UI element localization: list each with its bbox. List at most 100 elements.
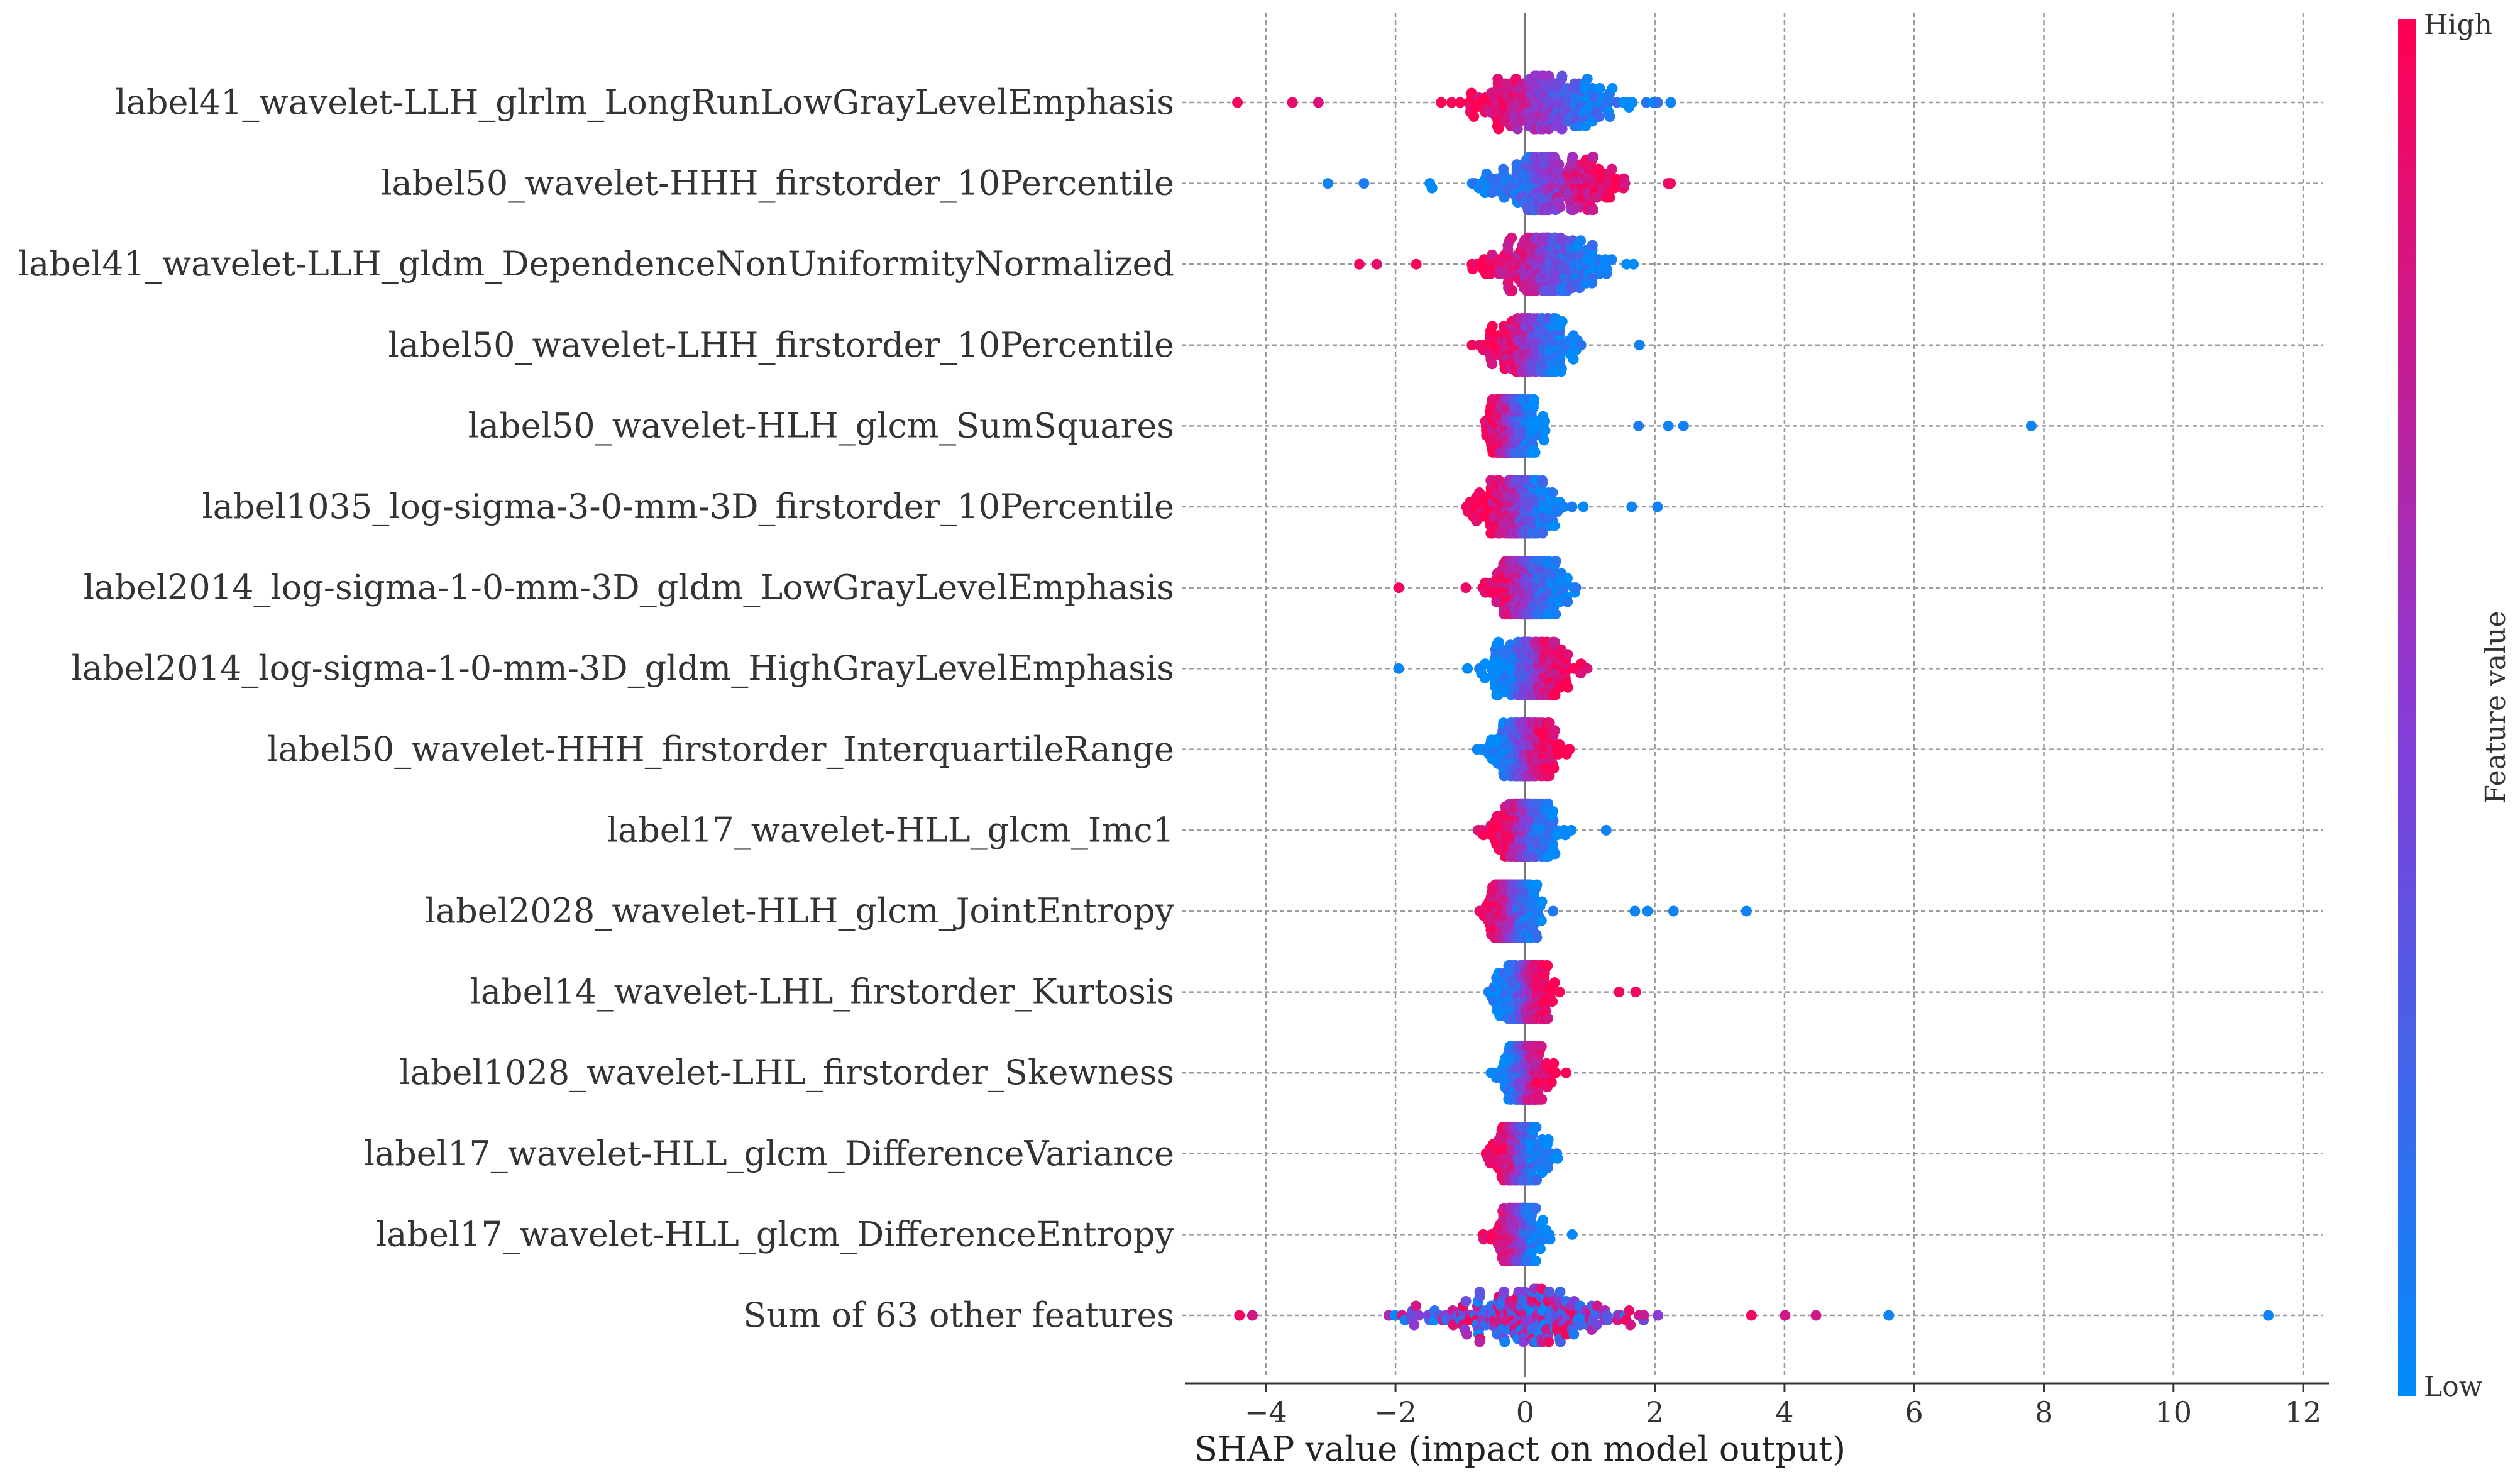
shap-point: [1455, 97, 1466, 108]
x-tick-label: 10: [2155, 1395, 2192, 1429]
shap-point: [1548, 763, 1560, 774]
feature-label: label14_wavelet-LHL_firstorder_Kurtosis: [470, 972, 1174, 1012]
shap-point: [1530, 1255, 1541, 1266]
x-tick-label: 4: [1775, 1395, 1793, 1429]
shap-point: [1536, 896, 1548, 907]
grid-layer: [1182, 13, 2323, 1377]
shap-point: [1499, 1336, 1510, 1347]
x-tick-label: 0: [1516, 1395, 1534, 1429]
shap-point: [1810, 1310, 1822, 1321]
shap-point: [1446, 97, 1457, 108]
shap-point: [1530, 1175, 1541, 1186]
feature-labels-layer: label41_wavelet-LLH_glrlm_LongRunLowGray…: [18, 82, 1175, 1335]
feature-label: label17_wavelet-HLL_glcm_Imc1: [607, 810, 1174, 849]
shap-point: [1606, 254, 1617, 265]
shap-point: [1536, 475, 1548, 486]
shap-point: [1638, 1310, 1649, 1321]
shap-point: [1535, 1243, 1546, 1254]
shap-point: [1600, 824, 1612, 836]
feature-label: label17_wavelet-HLL_glcm_DifferenceVaria…: [364, 1134, 1174, 1173]
shap-point: [1625, 1319, 1636, 1331]
x-axis: −4 −2 0 2 4 6 8 10 12: [1185, 1382, 2329, 1429]
shap-point: [1478, 1234, 1489, 1245]
shap-point: [1642, 905, 1653, 917]
x-axis-title: SHAP value (impact on model output): [1194, 1429, 1846, 1469]
shap-point: [1474, 1336, 1485, 1347]
shap-point: [1560, 1067, 1571, 1078]
shap-point: [1287, 97, 1298, 108]
shap-point: [2263, 1310, 2274, 1321]
shap-point: [1543, 1336, 1554, 1347]
shap-point: [1554, 201, 1566, 213]
shap-point: [1409, 1319, 1420, 1331]
shap-point: [1587, 240, 1598, 251]
shap-point: [1556, 70, 1568, 82]
shap-point: [1549, 520, 1560, 531]
shap-point: [1549, 636, 1560, 648]
dots-layer: [1232, 70, 2274, 1347]
shap-point: [1544, 1234, 1556, 1245]
x-tick-label: 12: [2285, 1395, 2322, 1429]
feature-label: label50_wavelet-LHH_firstorder_10Percent…: [388, 325, 1174, 365]
shap-point: [1539, 425, 1551, 436]
shap-point: [1506, 232, 1517, 243]
shap-point: [1549, 848, 1561, 860]
shap-point: [1570, 582, 1582, 594]
shap-point: [1554, 1287, 1566, 1297]
shap-point: [1436, 97, 1447, 108]
x-tick-label: 8: [2035, 1395, 2053, 1429]
shap-point: [1624, 1305, 1635, 1316]
shap-point: [1568, 1329, 1580, 1340]
colorbar-gradient: [2398, 19, 2416, 1396]
shap-point: [1232, 97, 1243, 108]
shap-point: [1530, 1122, 1541, 1133]
shap-point: [1568, 353, 1579, 365]
shap-point: [1566, 501, 1578, 512]
shap-point: [1426, 182, 1438, 194]
shap-point: [1460, 1296, 1472, 1307]
shap-point: [1543, 70, 1554, 82]
shap-point: [1487, 358, 1498, 370]
shap-point: [1614, 987, 1625, 998]
shap-point: [1536, 1093, 1548, 1105]
shap-point: [1552, 1153, 1563, 1164]
x-tick-label: −2: [1374, 1395, 1417, 1429]
x-tick-label: 6: [1905, 1395, 1923, 1429]
shap-point: [1413, 1310, 1424, 1321]
shap-point: [1542, 1162, 1553, 1173]
feature-label: Sum of 63 other features: [743, 1295, 1174, 1335]
shap-point: [1354, 258, 1365, 270]
shap-point: [1593, 111, 1605, 122]
shap-point: [1530, 1202, 1541, 1214]
shap-point: [1548, 1058, 1560, 1069]
shap-point: [1567, 152, 1578, 163]
shap-point: [1634, 340, 1645, 351]
shap-point: [1633, 420, 1644, 431]
shap-point: [1548, 905, 1559, 917]
shap-point: [1652, 501, 1663, 512]
shap-point: [1410, 1300, 1421, 1312]
shap-point: [1537, 528, 1548, 539]
shap-point: [1531, 932, 1543, 943]
shap-point: [1604, 192, 1615, 203]
shap-point: [1561, 573, 1573, 584]
colorbar-title: Feature value: [2480, 611, 2512, 804]
shap-point: [2025, 420, 2037, 431]
shap-point: [1780, 1310, 1791, 1321]
shap-point: [1556, 316, 1568, 327]
feature-label: label1028_wavelet-LHL_firstorder_Skewnes…: [399, 1053, 1174, 1092]
shap-point: [1601, 263, 1612, 275]
shap-point: [1594, 83, 1605, 94]
shap-point: [1587, 152, 1598, 163]
shap-point: [1474, 1287, 1485, 1297]
shap-point: [1518, 1336, 1529, 1347]
shap-point: [1547, 996, 1558, 1007]
shap-point: [1371, 258, 1382, 270]
shap-point: [1564, 744, 1575, 755]
shap-point: [1553, 159, 1565, 170]
shap-point: [1492, 74, 1504, 84]
shap-point: [1234, 1310, 1245, 1321]
shap-point: [1246, 1310, 1258, 1321]
feature-label: label50_wavelet-HLH_glcm_SumSquares: [468, 406, 1174, 445]
